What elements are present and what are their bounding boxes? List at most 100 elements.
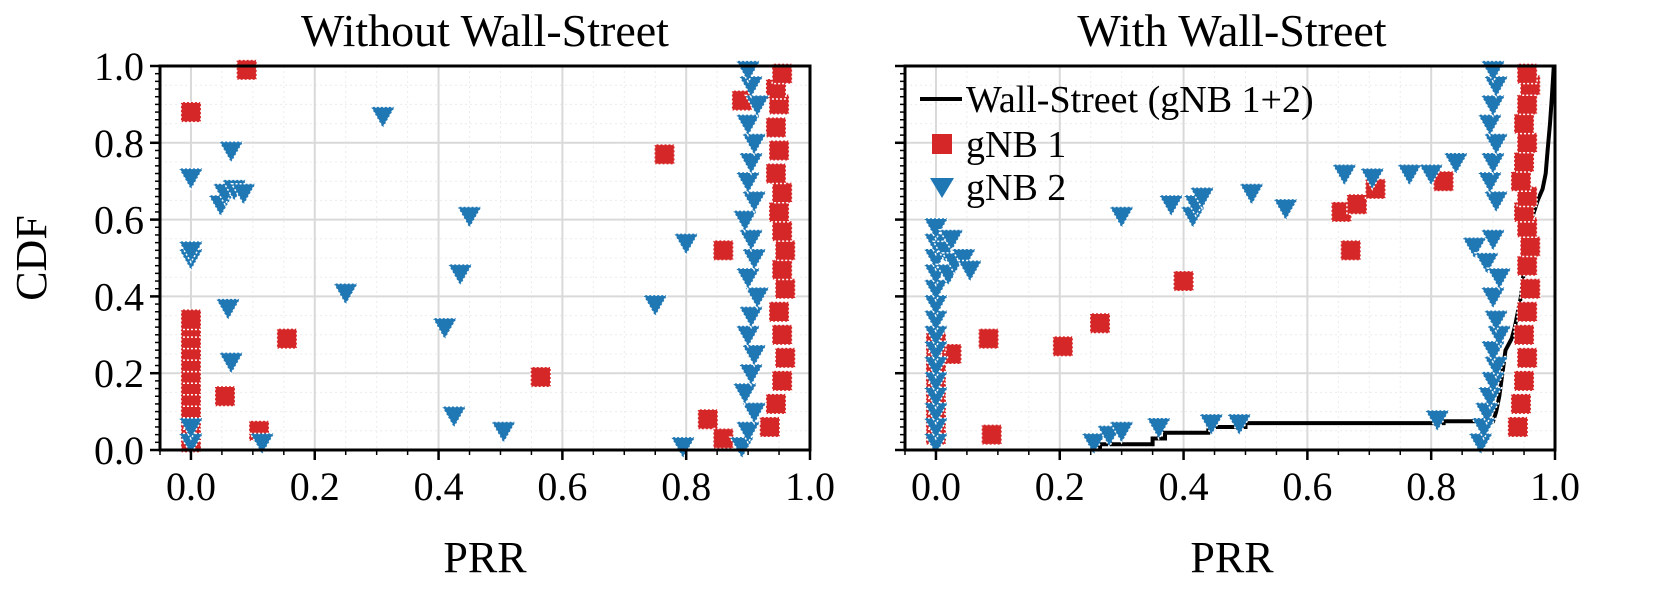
triangle-marker — [214, 298, 242, 322]
x-tick-label: 0.6 — [537, 464, 587, 509]
triangle-marker — [1476, 113, 1504, 138]
triangle-marker — [217, 351, 245, 376]
triangle-marker — [938, 229, 965, 253]
square-marker — [1346, 193, 1368, 215]
square-marker — [1516, 93, 1538, 116]
triangle-marker — [740, 401, 768, 426]
square-marker — [1339, 239, 1362, 262]
triangle-marker — [332, 282, 360, 307]
triangle-marker — [1272, 198, 1300, 222]
triangle-marker — [922, 217, 950, 241]
triangle-marker — [922, 401, 950, 426]
square-marker — [765, 162, 787, 185]
triangle-marker — [740, 133, 768, 157]
square-marker — [774, 347, 796, 369]
triangle-marker — [1476, 171, 1504, 195]
triangle-marker — [737, 152, 765, 176]
triangle-marker — [1479, 94, 1507, 118]
triangle-marker — [1080, 432, 1108, 456]
square-marker — [1519, 277, 1541, 300]
triangle-marker — [641, 294, 669, 318]
triangle-marker — [177, 240, 205, 264]
grid — [160, 65, 811, 451]
triangle-marker — [431, 317, 459, 341]
triangle-marker — [734, 267, 762, 291]
square-marker — [529, 366, 552, 388]
x-tick-label: 0.4 — [1159, 464, 1209, 509]
triangle-marker — [1396, 163, 1423, 188]
triangle-marker — [737, 305, 765, 330]
triangle-marker — [1482, 75, 1510, 99]
x-tick-label: 0.8 — [661, 464, 711, 509]
triangle-marker — [922, 294, 950, 318]
legend-label-gnb1: gNB 1 — [966, 124, 1066, 166]
y-tick-label: 0.6 — [94, 198, 144, 243]
triangle-marker — [1482, 133, 1510, 157]
triangle-marker — [744, 94, 771, 118]
series-gnb-2 — [922, 60, 1513, 456]
triangle-marker — [1473, 401, 1501, 426]
triangle-marker — [177, 432, 205, 456]
square-marker — [765, 393, 787, 415]
triangle-marker — [734, 421, 762, 445]
square-marker — [771, 258, 793, 281]
square-marker — [697, 408, 719, 431]
square-marker — [768, 301, 790, 323]
triangle-marker — [230, 182, 257, 207]
triangle-marker — [731, 382, 759, 406]
triangle-marker — [177, 167, 205, 191]
square-marker — [774, 277, 796, 300]
triangle-marker — [744, 286, 771, 310]
triangle-marker — [1482, 190, 1510, 214]
triangle-marker — [922, 432, 950, 456]
triangle-marker — [922, 371, 950, 395]
triangle-marker — [731, 209, 759, 234]
square-marker — [1510, 393, 1532, 415]
triangle-marker — [1198, 413, 1225, 437]
square-marker — [653, 143, 676, 166]
triangle-marker — [734, 113, 762, 138]
triangle-marker — [922, 340, 950, 364]
triangle-marker — [922, 355, 950, 380]
x-tick-label: 0.6 — [1282, 464, 1332, 509]
triangle-marker — [1479, 152, 1507, 176]
triangle-marker — [1424, 409, 1451, 433]
triangle-marker — [1482, 355, 1510, 380]
triangle-marker — [1417, 163, 1445, 188]
square-marker — [1513, 151, 1535, 173]
triangle-marker — [1188, 186, 1216, 211]
triangle-marker — [217, 140, 245, 164]
triangle-marker — [922, 278, 950, 303]
square-marker — [1513, 370, 1535, 392]
triangle-marker — [1467, 432, 1495, 456]
x-tick-label: 1.0 — [1530, 464, 1580, 509]
y-tick-label: 1.0 — [94, 44, 144, 89]
square-marker — [276, 327, 298, 350]
triangle-marker — [950, 248, 978, 272]
x-tick-label: 0.4 — [414, 464, 464, 509]
square-marker — [768, 201, 790, 223]
square-marker — [1516, 301, 1538, 323]
x-tick-label: 1.0 — [785, 464, 835, 509]
triangle-marker — [1485, 267, 1513, 291]
square-marker — [774, 239, 796, 262]
triangle-marker — [1359, 167, 1386, 191]
triangle-marker — [369, 106, 397, 130]
triangle-marker — [669, 436, 697, 460]
x-tick-label: 0.2 — [1035, 464, 1085, 509]
data-marks — [177, 59, 796, 460]
x-tick-label: 0.0 — [166, 464, 216, 509]
triangle-marker — [1479, 286, 1507, 310]
square-marker — [771, 324, 793, 346]
triangle-marker — [440, 405, 468, 429]
legend-label-wall-street: Wall-Street (gNB 1+2) — [966, 79, 1314, 121]
axis-ticks: 0.0 0.2 0.4 0.6 0.8 1.0 0.0 0.2 0.4 0.6 0.8 1.0 — [94, 44, 835, 509]
square-marker — [214, 385, 236, 407]
triangle-marker — [922, 325, 950, 349]
square-marker — [1052, 335, 1074, 358]
triangle-marker — [248, 432, 276, 456]
panel-with-wall-street: 0.0 0.2 0.4 0.6 0.8 1.0 With Wall-Street PRR … — [895, 5, 1580, 582]
square-marker — [1516, 347, 1538, 369]
y-tick-label: 0.4 — [94, 274, 144, 319]
panel-title: Without Wall-Street — [301, 5, 669, 56]
